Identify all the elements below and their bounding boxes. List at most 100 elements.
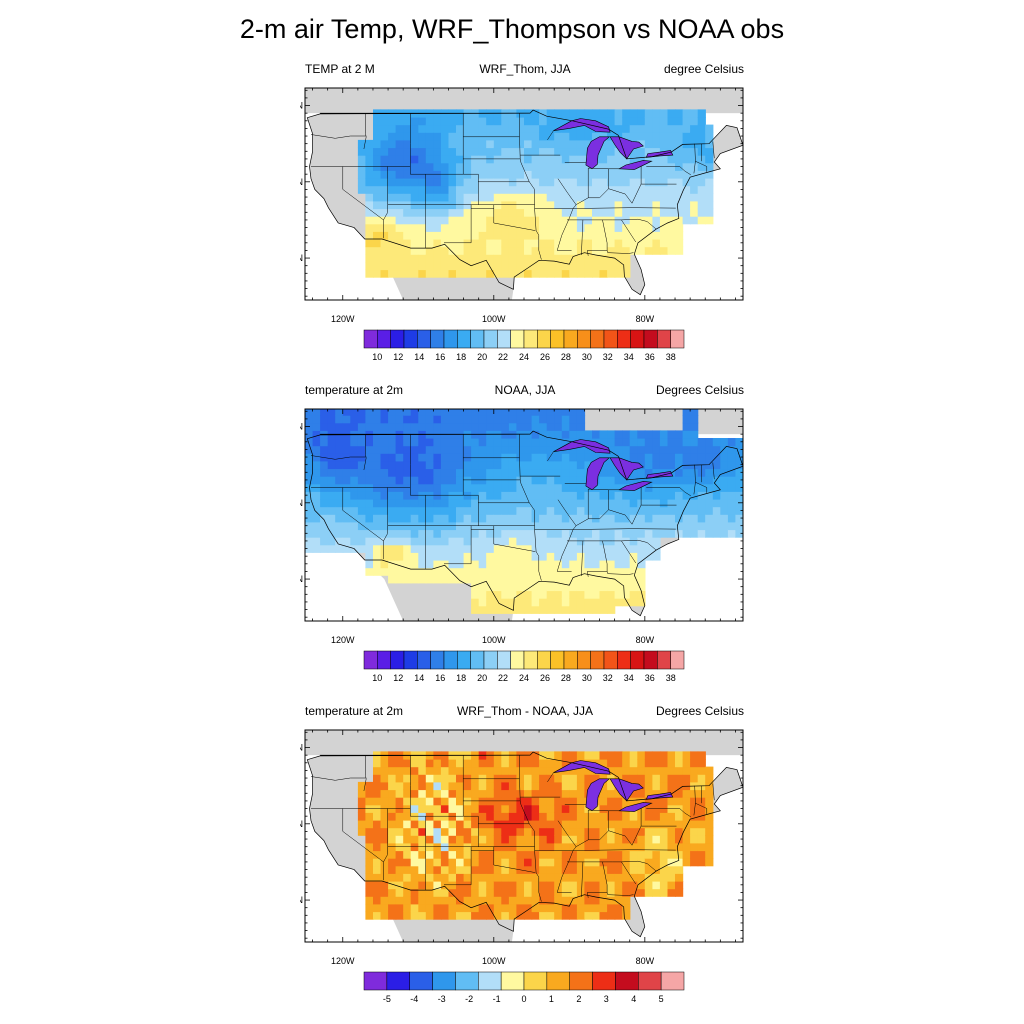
field-cell: [335, 468, 344, 477]
field-cell: [599, 185, 608, 194]
great-lake: [609, 778, 644, 802]
field-cell: [418, 560, 427, 569]
great-lake: [645, 471, 674, 479]
field-cell: [448, 422, 457, 431]
field-cell: [350, 483, 359, 492]
field-cell: [667, 521, 676, 531]
field-cell: [305, 483, 314, 492]
field-cell: [380, 560, 389, 569]
field-cell: [395, 812, 404, 821]
field-cell: [478, 409, 487, 416]
field-cell: [425, 850, 434, 859]
colorbar-label: 30: [582, 352, 592, 362]
field-cell: [614, 759, 623, 768]
field-cell: [554, 468, 563, 477]
field-cell: [508, 590, 518, 599]
field-cell: [720, 445, 729, 454]
field-cell: [440, 208, 450, 217]
field-cell: [357, 178, 367, 187]
field-cell: [440, 117, 450, 126]
field-cell: [463, 789, 472, 798]
field-cell: [403, 506, 412, 515]
field-cell: [373, 178, 382, 187]
field-cell: [599, 582, 608, 592]
field-cell: [607, 774, 616, 783]
field-cell: [599, 774, 608, 783]
field-cell: [531, 200, 540, 210]
field-cell: [524, 185, 533, 194]
field-cell: [576, 155, 586, 164]
field-cell: [456, 903, 465, 913]
field-cell: [561, 223, 570, 232]
field-cell: [403, 858, 412, 867]
field-cell: [350, 415, 359, 424]
field-cell: [388, 422, 397, 431]
field-cell: [659, 476, 669, 485]
field-cell: [388, 170, 397, 179]
field-cell: [539, 751, 548, 760]
field-cell: [629, 529, 638, 538]
colorbar-label: 20: [477, 673, 487, 683]
field-cell: [395, 850, 404, 859]
field-cell: [539, 560, 548, 569]
field-cell: [667, 117, 676, 126]
field-cell: [486, 185, 495, 194]
field-cell: [493, 881, 502, 890]
field-cell: [448, 483, 457, 492]
field-cell: [365, 537, 374, 546]
field-cell: [403, 537, 412, 546]
field-cell: [403, 797, 412, 806]
field-cell: [644, 147, 653, 156]
colorbar-box: [470, 329, 485, 349]
field-cell: [561, 888, 570, 897]
field-cell: [350, 476, 359, 485]
field-cell: [592, 529, 601, 538]
field-cell: [357, 139, 367, 149]
field-cell: [425, 438, 434, 447]
field-cell: [410, 193, 419, 202]
field-cell: [418, 170, 427, 179]
lat-label: 50N: [300, 422, 303, 432]
panel-noaa: temperature at 2m NOAA, JJA Degrees Cels…: [300, 383, 750, 703]
field-cell: [410, 254, 419, 263]
field-cell: [493, 605, 502, 614]
field-cell: [463, 415, 472, 424]
field-cell: [380, 506, 389, 515]
field-cell: [569, 178, 578, 187]
field-cell: [312, 430, 321, 439]
field-cell: [576, 200, 586, 210]
field-cell: [350, 529, 359, 538]
field-cell: [357, 789, 367, 798]
field-cell: [531, 873, 540, 882]
field-cell: [478, 514, 487, 523]
field-cell: [357, 162, 367, 171]
field-cell: [508, 269, 518, 278]
field-cell: [554, 560, 563, 569]
field-cell: [644, 132, 653, 141]
field-cell: [584, 552, 593, 561]
field-cell: [425, 820, 434, 829]
field-cell: [501, 881, 510, 890]
field-cell: [486, 208, 495, 217]
field-cell: [614, 506, 623, 515]
field-cell: [569, 261, 578, 271]
field-cell: [493, 415, 502, 424]
canada-land: [305, 88, 743, 114]
field-cell: [546, 873, 555, 882]
field-cell: [576, 223, 586, 232]
field-cell: [410, 774, 419, 783]
field-cell: [410, 438, 419, 447]
field-cell: [614, 246, 623, 255]
field-cell: [629, 774, 638, 783]
field-cell: [350, 460, 359, 470]
colorbar-box: [550, 650, 565, 670]
field-cell: [637, 476, 646, 485]
field-cell: [440, 842, 450, 852]
field-cell: [644, 170, 653, 179]
field-cell: [508, 881, 518, 890]
field-cell: [546, 155, 555, 164]
field-cell: [576, 590, 586, 599]
field-cell: [690, 430, 699, 439]
field-cell: [599, 231, 608, 240]
